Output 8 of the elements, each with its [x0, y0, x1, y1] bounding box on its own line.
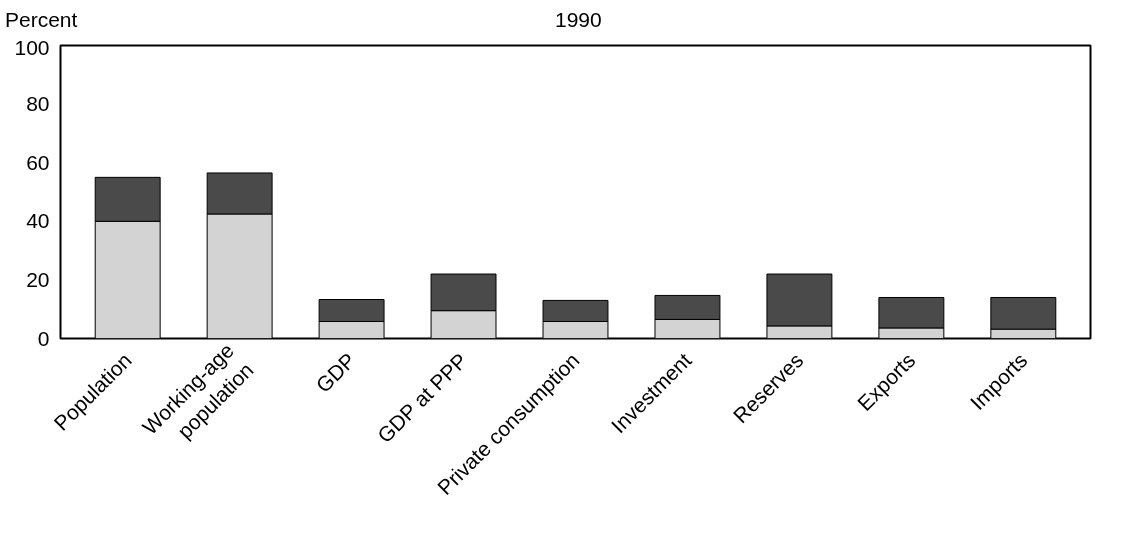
y-tick-label: 40: [26, 209, 50, 233]
chart-title: 1990: [555, 7, 602, 33]
y-tick-label: 100: [14, 35, 50, 59]
y-tick-label: 80: [26, 92, 50, 116]
y-axis-title: Percent: [5, 7, 78, 33]
y-tick-label: 0: [37, 326, 50, 350]
y-tick-label: 20: [26, 267, 50, 291]
y-tick-label: 60: [26, 150, 50, 174]
